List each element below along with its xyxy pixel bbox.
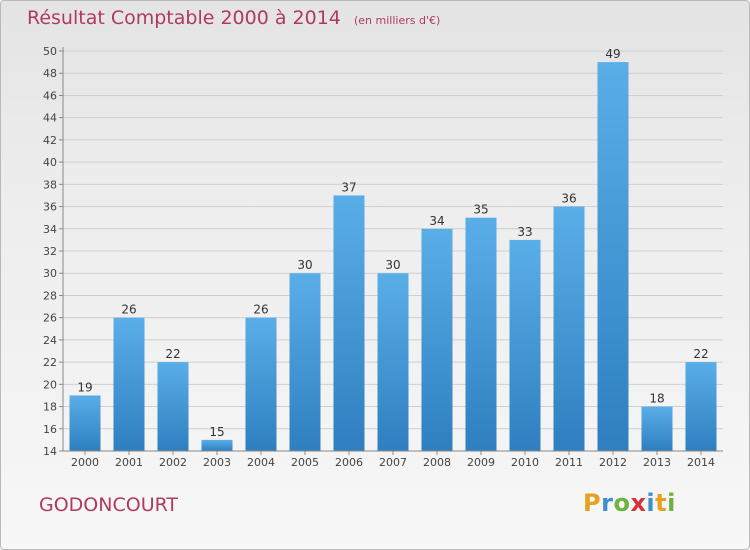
- x-tick-label: 2012: [599, 456, 627, 469]
- data-label: 19: [77, 380, 92, 394]
- data-label: 22: [693, 347, 708, 361]
- logo-letter: i: [646, 489, 656, 517]
- data-label: 22: [165, 347, 180, 361]
- data-label: 15: [209, 425, 224, 439]
- y-tick-label: 24: [43, 334, 57, 347]
- bars: 19 26 22 15 26 30 37 30 34 35 33 36 49 18 22: [69, 47, 717, 451]
- bar-2009: [465, 217, 497, 451]
- bar-2008: [421, 228, 453, 451]
- x-tick-label: 2013: [643, 456, 671, 469]
- data-label: 30: [385, 258, 400, 272]
- y-tick-label: 50: [43, 45, 57, 58]
- chart-title-unit: (en milliers d'€): [353, 14, 441, 27]
- logo-letter: x: [630, 489, 647, 517]
- axes: 14 16 18 20 22 24 26 28 30 32 34 36 38 40 42 44 46 48 50 20…: [43, 45, 723, 469]
- data-label: 37: [341, 180, 356, 194]
- logo-letter: t: [655, 489, 668, 517]
- commune-name: GODONCOURT: [39, 494, 179, 516]
- y-tick-label: 30: [43, 267, 57, 280]
- bar-2007: [377, 273, 409, 451]
- bar-2005: [289, 273, 321, 451]
- x-tick-label: 2003: [203, 456, 231, 469]
- x-tick-label: 2014: [687, 456, 715, 469]
- bar-2001: [113, 317, 145, 451]
- y-tick-label: 26: [43, 312, 57, 325]
- y-tick-label: 16: [43, 423, 57, 436]
- x-tick-label: 2004: [247, 456, 275, 469]
- y-tick-label: 22: [43, 356, 57, 369]
- x-tick-label: 2002: [159, 456, 187, 469]
- y-tick-label: 36: [43, 201, 57, 214]
- x-tick-label: 2000: [71, 456, 99, 469]
- data-label: 26: [253, 303, 268, 317]
- y-tick-label: 40: [43, 156, 57, 169]
- x-tick-label: 2010: [511, 456, 539, 469]
- x-tick-label: 2008: [423, 456, 451, 469]
- y-tick-label: 44: [43, 112, 57, 125]
- y-tick-label: 18: [43, 401, 57, 414]
- bar-2012: [597, 62, 629, 451]
- data-label: 49: [605, 47, 620, 61]
- bar-2000: [69, 395, 101, 451]
- y-tick-label: 28: [43, 289, 57, 302]
- x-tick-label: 2009: [467, 456, 495, 469]
- y-tick-label: 14: [43, 445, 57, 458]
- bar-2014: [685, 362, 717, 451]
- y-tick-label: 48: [43, 67, 57, 80]
- x-tick-label: 2011: [555, 456, 583, 469]
- bar-2002: [157, 362, 189, 451]
- y-tick-label: 34: [43, 223, 57, 236]
- data-label: 36: [561, 192, 576, 206]
- bar-2003: [201, 439, 233, 451]
- logo-letter: o: [613, 489, 631, 517]
- x-tick-label: 2001: [115, 456, 143, 469]
- data-label: 35: [473, 203, 488, 217]
- y-tick-label: 32: [43, 245, 57, 258]
- data-label: 18: [649, 392, 664, 406]
- y-tick-label: 46: [43, 89, 57, 102]
- x-tick-label: 2006: [335, 456, 363, 469]
- y-tick-label: 20: [43, 378, 57, 391]
- x-tick-label: 2005: [291, 456, 319, 469]
- data-label: 33: [517, 225, 532, 239]
- bar-2013: [641, 406, 673, 451]
- bar-2010: [509, 239, 541, 451]
- data-label: 34: [429, 214, 444, 228]
- chart-title-main: Résultat Comptable 2000 à 2014: [27, 7, 341, 29]
- bar-2004: [245, 317, 277, 451]
- bar-2006: [333, 195, 365, 451]
- logo-letter: r: [601, 489, 614, 517]
- proxiti-logo: Proxiti: [583, 489, 676, 517]
- data-label: 30: [297, 258, 312, 272]
- logo-letter: P: [583, 489, 602, 517]
- y-tick-label: 38: [43, 178, 57, 191]
- y-tick-label: 42: [43, 134, 57, 147]
- bar-2011: [553, 206, 585, 451]
- chart-title: Résultat Comptable 2000 à 2014 (en milli…: [27, 7, 440, 29]
- x-tick-label: 2007: [379, 456, 407, 469]
- data-label: 26: [121, 303, 136, 317]
- logo-letter: i: [667, 489, 676, 517]
